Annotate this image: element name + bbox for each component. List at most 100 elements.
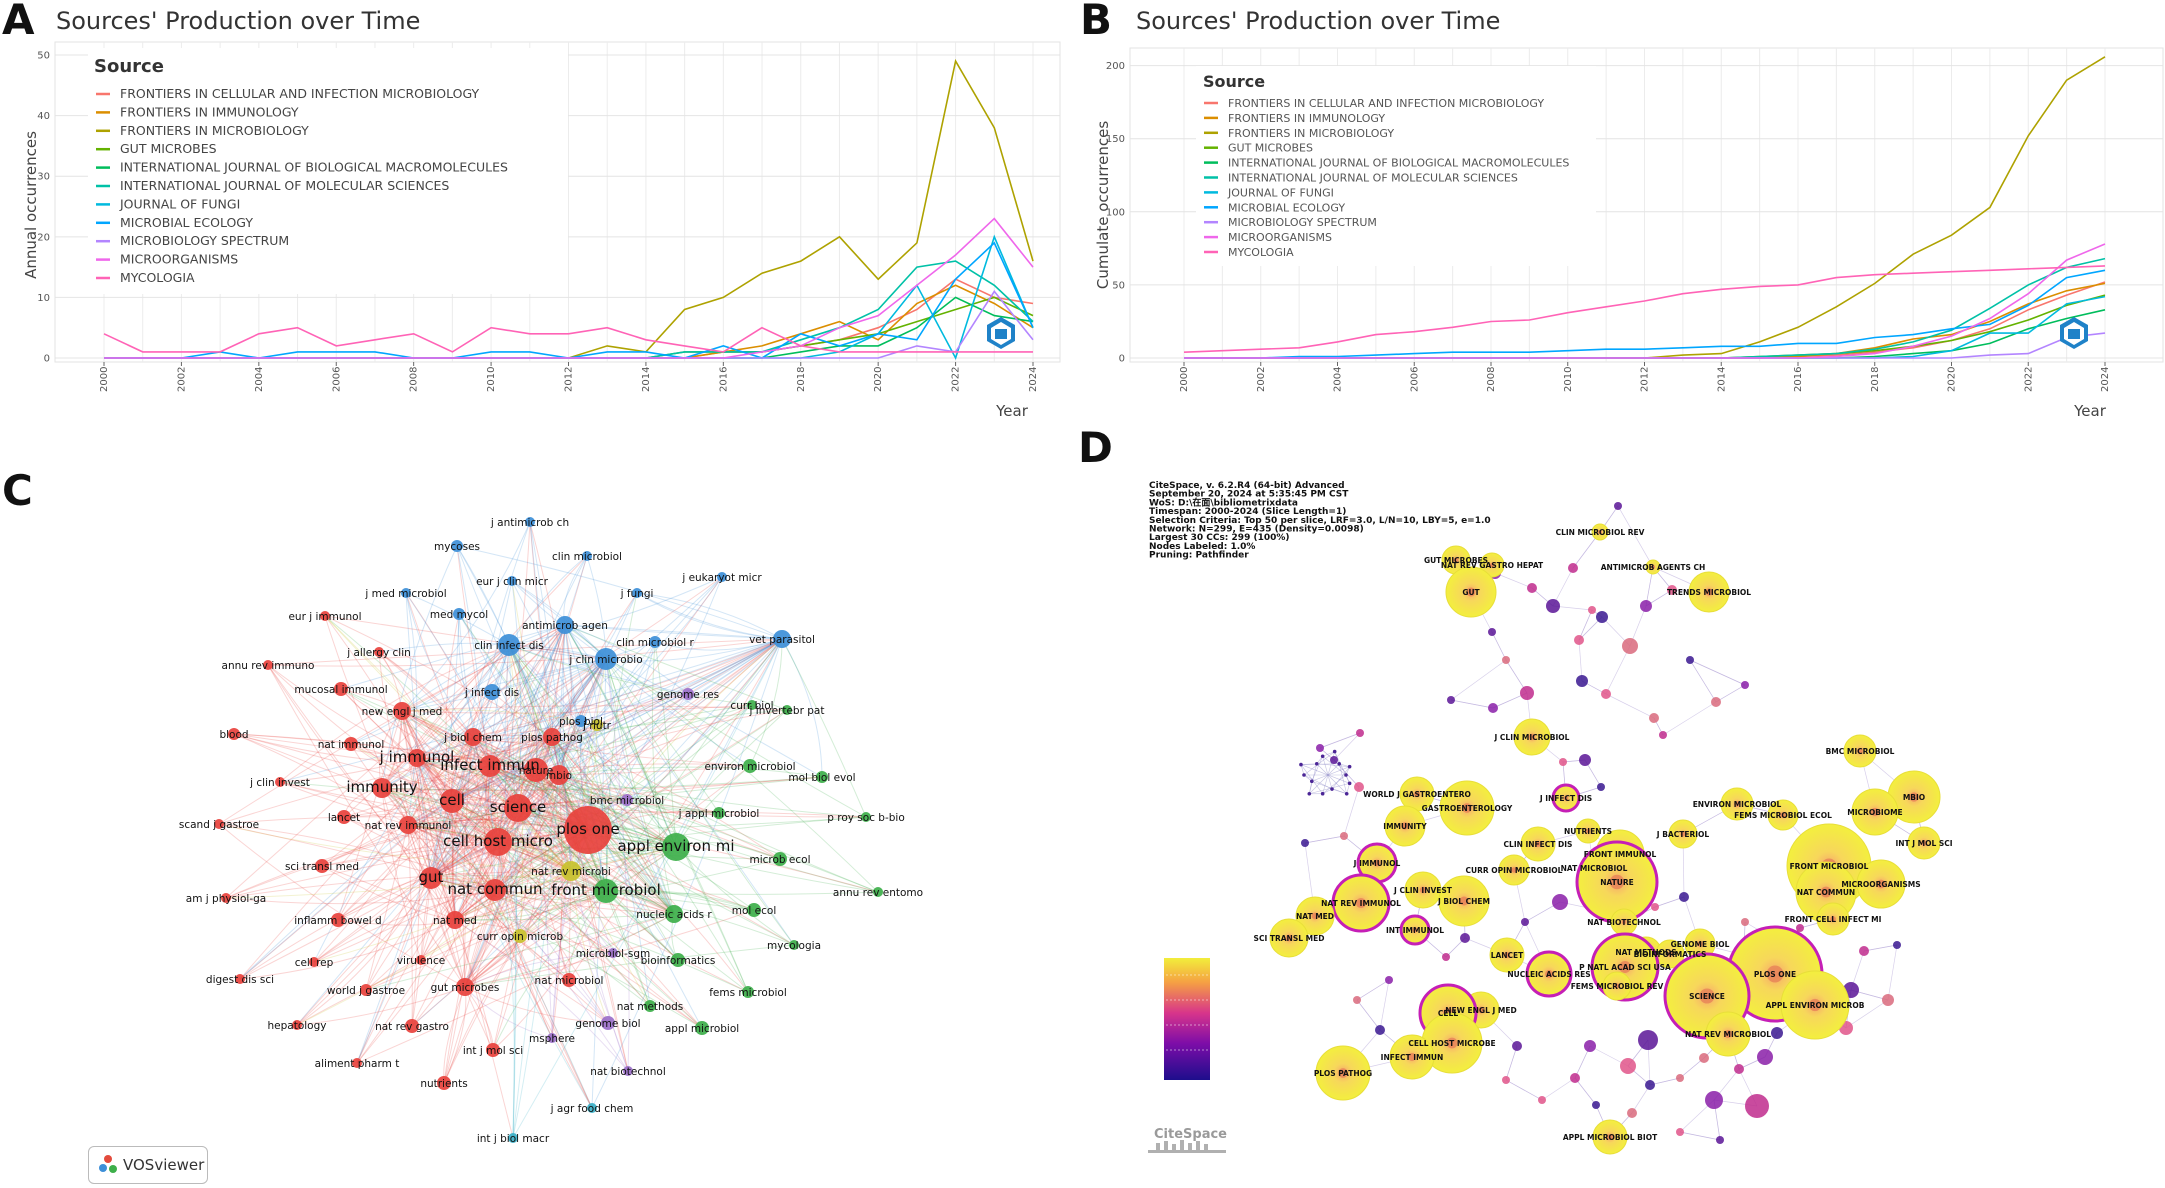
network-node-label: GENOME BIOL (1671, 940, 1730, 949)
network-edge (225, 644, 510, 899)
network-edge (405, 592, 499, 843)
network-edge (407, 824, 609, 1024)
network-node (1502, 656, 1510, 664)
y-tick-labels: 0 10 20 30 40 50 (37, 51, 50, 365)
network-node (1882, 994, 1894, 1006)
network-edge (517, 658, 607, 809)
network-edge (356, 800, 453, 1064)
network-node-label: PLOS ONE (1754, 970, 1796, 979)
network-edge (411, 841, 499, 1027)
network-edge (494, 889, 629, 1072)
network-edge (416, 757, 675, 915)
network-edge (591, 638, 783, 1109)
network-edge (381, 787, 456, 921)
network-node-label: hepatology (268, 1020, 327, 1032)
network-edge (605, 658, 675, 915)
vosviewer-badge: VOSviewer (88, 1146, 208, 1184)
network-node-label: NAT REV MICROBIOL (1685, 1030, 1771, 1039)
network-edge (381, 787, 677, 848)
network-node (420, 867, 442, 889)
network-edge (535, 769, 879, 893)
network-edge (401, 710, 466, 988)
network-edge (321, 829, 589, 867)
network-edge (508, 644, 517, 1139)
network-edge (1322, 756, 1333, 790)
network-edge (1605, 645, 1631, 695)
network-edge (1654, 896, 1685, 908)
network-edge (416, 757, 651, 1007)
network-node (508, 1133, 518, 1143)
network-node (484, 684, 500, 700)
network-edge (267, 664, 418, 759)
network-node (1716, 1136, 1724, 1144)
network-edge (416, 757, 456, 921)
network-node-label: microbiol-sgm (576, 948, 651, 960)
network-node-label: BIOINFORMATICS (1634, 950, 1707, 959)
network-edge (508, 644, 689, 695)
legend-item: FRONTIERS IN IMMUNOLOGY (120, 104, 299, 119)
network-node-label: scand j gastroe (179, 819, 259, 831)
network-node-label: LANCET (1491, 951, 1524, 960)
network-node (1344, 791, 1349, 796)
network-edge (239, 841, 499, 980)
network-edge (1617, 505, 1654, 568)
network-node-label: nat commun (447, 880, 542, 898)
network-nodes (214, 517, 883, 1143)
network-node-label: j invertebr pat (749, 705, 825, 717)
network-edge (458, 613, 675, 915)
network-node-label: j antimicrob ch (490, 517, 569, 529)
network-node-label: microb ecol (749, 854, 810, 866)
network-edge (401, 521, 531, 712)
network-node (1649, 713, 1659, 723)
network-edge (443, 841, 499, 1084)
network-edge (494, 709, 788, 891)
network-node (401, 588, 411, 598)
network-node-label: digest dis sci (206, 974, 274, 986)
network-edge (551, 736, 675, 915)
network-node (331, 913, 345, 927)
network-edge (401, 710, 537, 771)
network-edge (407, 691, 493, 826)
network-node-label: genome res (657, 689, 719, 701)
network-edge (430, 877, 494, 1051)
panel-b: B Sources' Production over Time 0 50 100 15… (1080, 0, 2164, 420)
legend-item: MICROBIAL ECOLOGY (120, 215, 253, 230)
network-edge (340, 688, 677, 848)
y-tick-label: 0 (44, 354, 50, 365)
network-edge (324, 615, 418, 759)
y-axis-label: Cumulate occurrences (1094, 121, 1112, 289)
network-edge (296, 870, 572, 1026)
network-edge (324, 615, 572, 872)
network-edge (1309, 763, 1340, 794)
network-node-core (1909, 792, 1919, 802)
network-edge (350, 743, 491, 768)
network-edge (340, 688, 453, 802)
network-edge (535, 769, 675, 915)
citespace-info-line: Nodes Labeled: 1.0% (1149, 542, 1255, 552)
network-edge (296, 877, 432, 1026)
network-node-label: INT J MOL SCI (1895, 839, 1952, 848)
network-edge (405, 592, 474, 738)
legend-item: MICROBIAL ECOLOGY (1228, 201, 1345, 214)
network-edge (267, 664, 456, 921)
network-edge (497, 521, 531, 843)
network-node (816, 771, 828, 783)
network-edge (225, 807, 519, 899)
network-edge (489, 720, 582, 767)
network-edge (489, 765, 879, 893)
network-edge (267, 638, 783, 666)
network-edge (321, 638, 783, 867)
network-edge (340, 688, 677, 848)
network-edge (511, 580, 522, 809)
network-edge (464, 658, 607, 988)
network-edge (454, 870, 572, 921)
network-node-label: new engl j med (362, 706, 443, 718)
network-node (1645, 1080, 1655, 1090)
network-node (275, 777, 285, 787)
network-node (1316, 744, 1324, 752)
network-edge (340, 688, 491, 767)
network-edge (1578, 609, 1593, 641)
network-edge (430, 877, 570, 981)
network-node-label: NAT REV GASTRO HEPAT (1441, 561, 1544, 570)
network-node (1344, 773, 1348, 777)
